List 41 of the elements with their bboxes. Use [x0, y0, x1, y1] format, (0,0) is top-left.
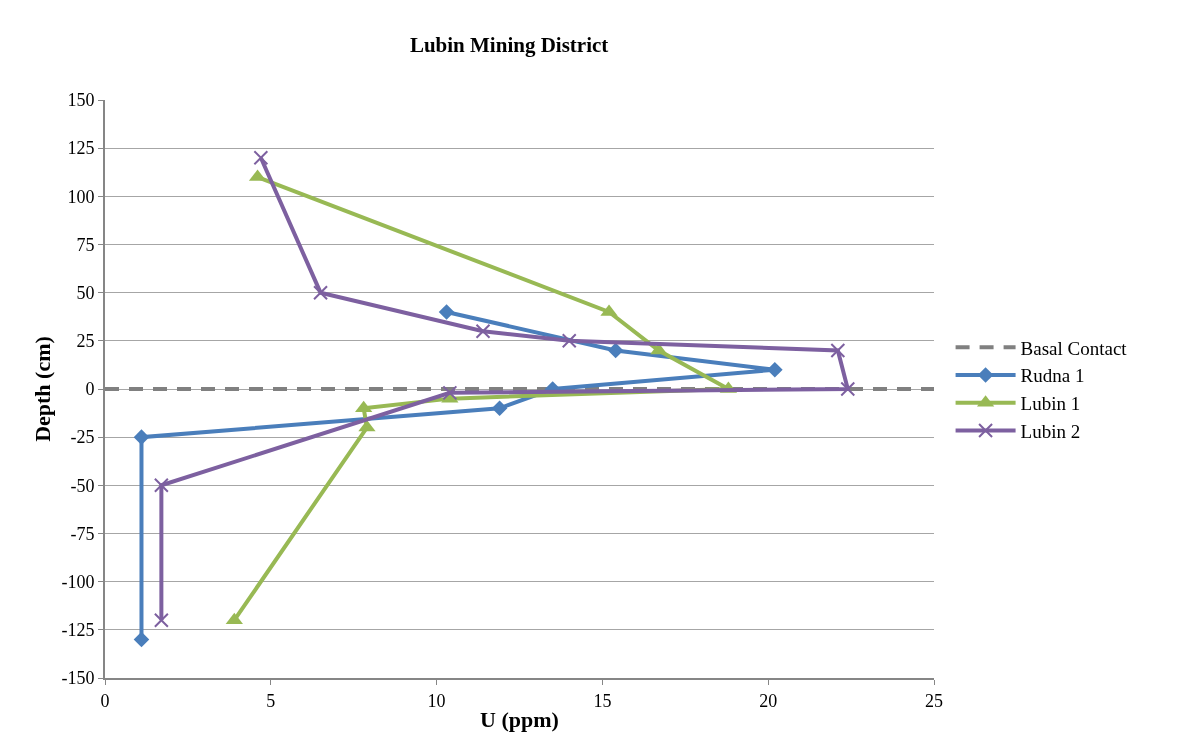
point [475, 323, 491, 339]
y-tick-label: -25 [70, 427, 95, 448]
y-axis-title: Depth (cm) [30, 336, 55, 442]
y-tick-label: 0 [85, 379, 95, 400]
point [133, 429, 150, 445]
point [438, 304, 455, 320]
y-tick-label: -100 [61, 571, 95, 592]
y-tick-label: 50 [76, 282, 95, 303]
legend-label: Rudna 1 [1020, 365, 1085, 387]
chart-title: Lubin Mining District [409, 32, 609, 57]
y-tick-label: -75 [70, 523, 95, 544]
y-tick-label: 100 [67, 186, 95, 207]
x-axis-title: U (ppm) [480, 707, 559, 732]
y-tick-label: 125 [67, 138, 95, 159]
x-tick-label: 25 [925, 690, 943, 711]
legend-label: Lubin 2 [1020, 420, 1081, 442]
point [830, 342, 846, 358]
legend-label: Lubin 1 [1020, 393, 1081, 415]
legend-label: Basal Contact [1020, 337, 1128, 359]
point [840, 381, 856, 397]
y-tick-label: 25 [76, 331, 95, 352]
point [767, 361, 783, 378]
x-tick-label: 0 [100, 690, 110, 711]
point [491, 400, 508, 417]
y-tick-label: -150 [61, 668, 95, 689]
y-tick-label: -50 [70, 475, 95, 496]
point [133, 631, 150, 648]
x-tick-label: 15 [593, 690, 612, 711]
y-tick-label: 150 [67, 90, 95, 111]
x-tick-label: 20 [759, 690, 778, 711]
x-tick-label: 5 [266, 690, 276, 711]
point [153, 612, 169, 628]
point [607, 342, 624, 359]
point [442, 385, 458, 401]
x-tick-label: 10 [427, 690, 446, 711]
point [313, 285, 329, 301]
point [253, 150, 269, 166]
point [561, 333, 577, 349]
point [153, 477, 169, 493]
y-tick-label: 75 [76, 234, 95, 255]
y-tick-label: -125 [61, 620, 95, 641]
